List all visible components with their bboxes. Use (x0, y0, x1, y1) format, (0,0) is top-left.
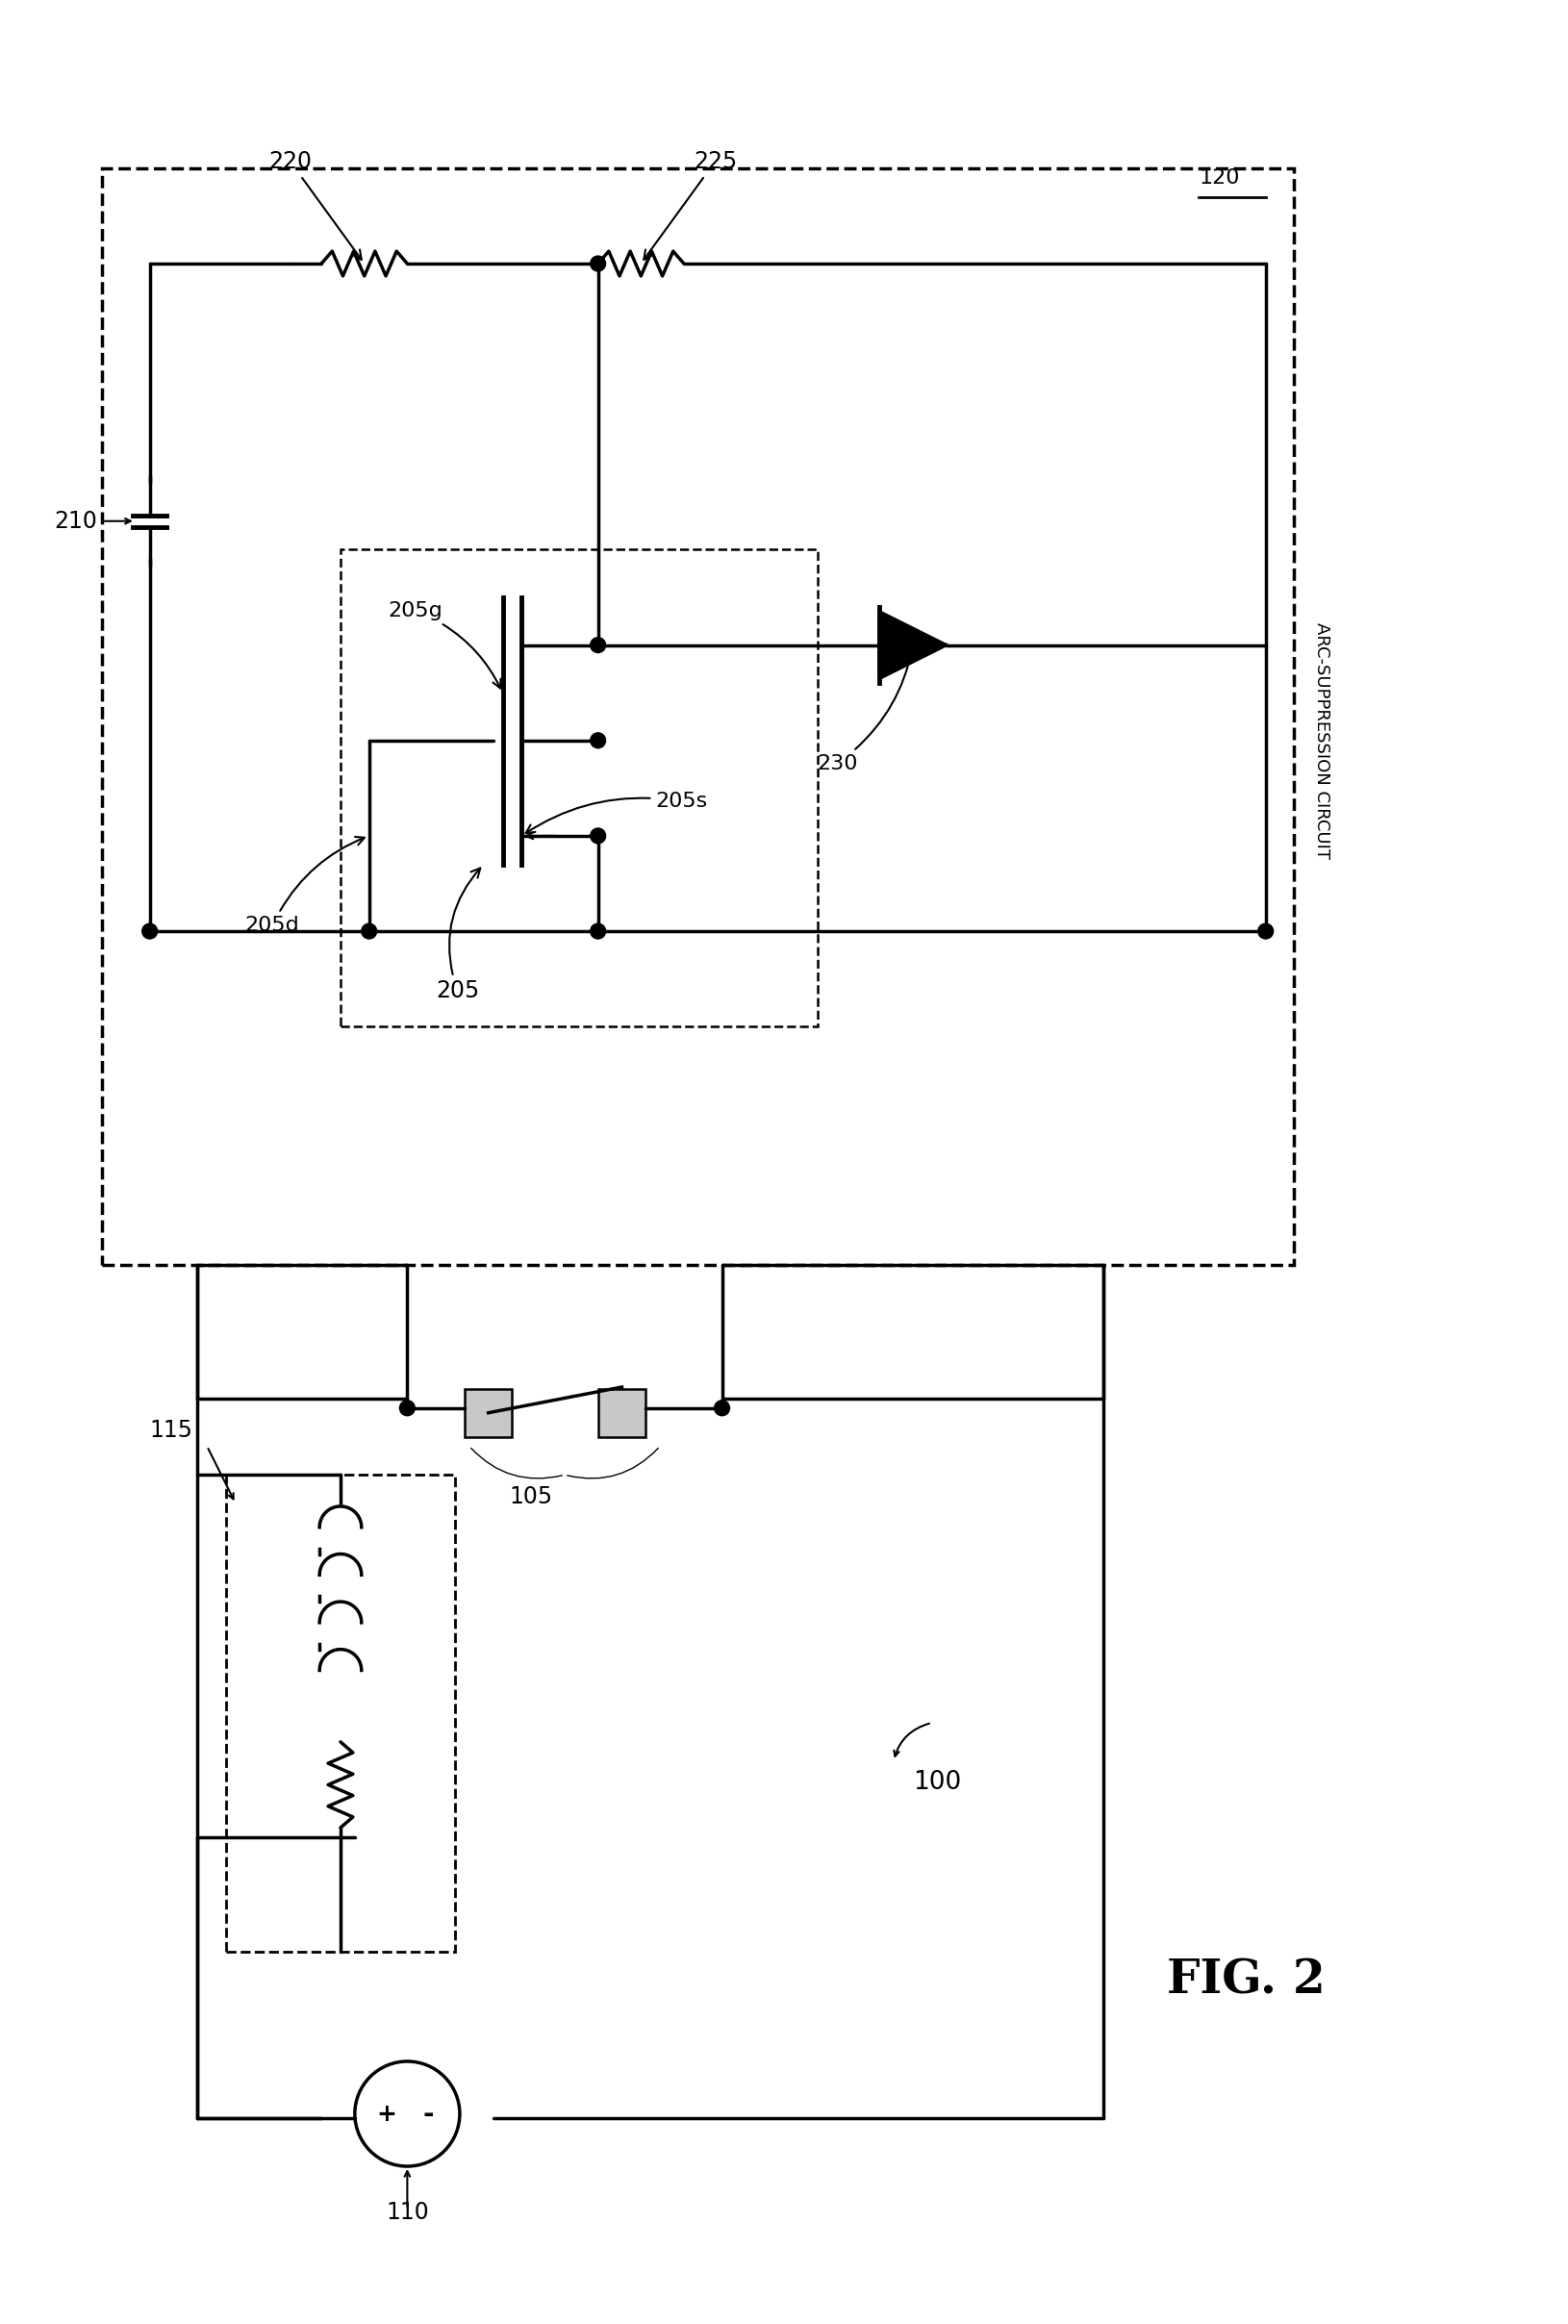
Text: 205d: 205d (245, 837, 364, 934)
Circle shape (400, 1401, 414, 1415)
FancyBboxPatch shape (464, 1390, 511, 1436)
Circle shape (361, 923, 376, 939)
Text: 220: 220 (268, 151, 361, 260)
Circle shape (143, 923, 157, 939)
Text: 230: 230 (817, 651, 914, 774)
FancyBboxPatch shape (597, 1390, 646, 1436)
Text: ARC-SUPPRESSION CIRCUIT: ARC-SUPPRESSION CIRCUIT (1312, 623, 1330, 860)
Text: 110: 110 (386, 2201, 428, 2224)
Circle shape (590, 827, 605, 844)
Circle shape (590, 637, 605, 653)
Text: 205: 205 (436, 869, 480, 1002)
Text: 105: 105 (510, 1485, 552, 1508)
Circle shape (590, 256, 605, 272)
Circle shape (713, 1401, 729, 1415)
Text: -: - (422, 2101, 433, 2126)
Text: FIG. 2: FIG. 2 (1167, 1957, 1325, 2003)
Circle shape (590, 923, 605, 939)
Text: 205g: 205g (387, 602, 500, 688)
Text: +: + (376, 2103, 397, 2126)
Text: 210: 210 (55, 509, 97, 532)
Polygon shape (878, 611, 946, 679)
Circle shape (1258, 923, 1273, 939)
Text: 205s: 205s (525, 792, 707, 832)
Text: 225: 225 (643, 151, 737, 260)
Text: 100: 100 (913, 1771, 961, 1796)
Circle shape (590, 732, 605, 748)
Text: 115: 115 (149, 1418, 193, 1441)
Text: 120: 120 (1198, 167, 1239, 188)
